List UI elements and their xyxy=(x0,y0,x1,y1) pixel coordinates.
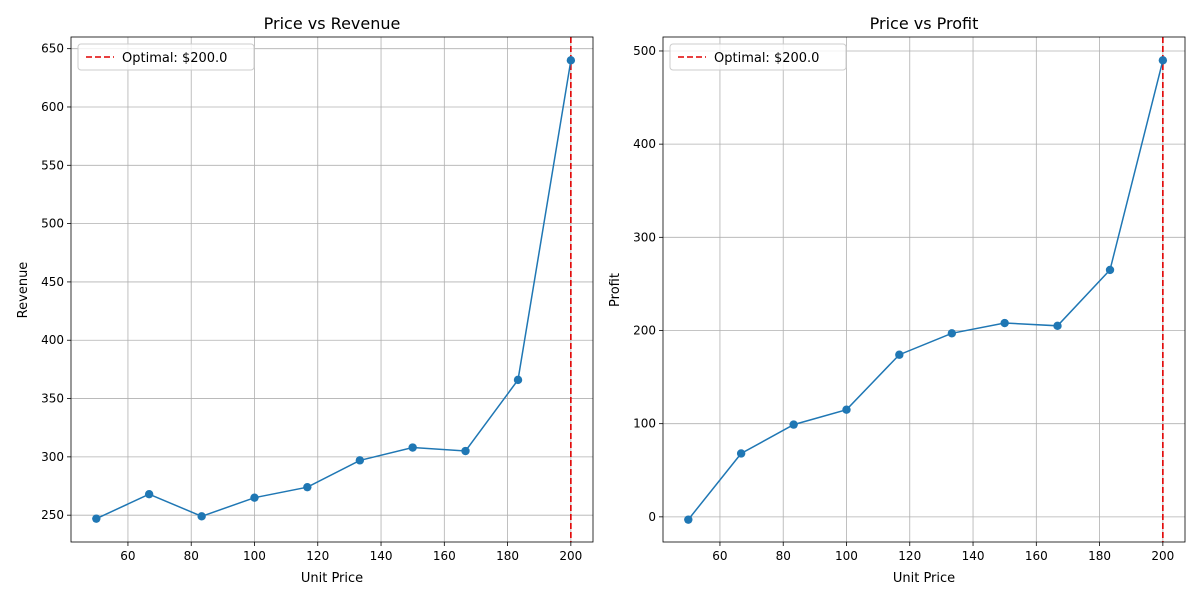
data-point xyxy=(1105,265,1115,275)
y-tick-label: 500 xyxy=(633,44,656,58)
data-point xyxy=(513,375,523,385)
x-tick-label: 140 xyxy=(370,549,393,563)
legend: Optimal: $200.0 xyxy=(669,43,847,71)
plot-area xyxy=(662,36,1186,543)
data-point xyxy=(1000,318,1009,328)
legend-label: Optimal: $200.0 xyxy=(122,51,227,66)
y-axis-ticks: 0 100 200 300 400 500 xyxy=(633,44,663,524)
y-tick-label: 200 xyxy=(633,323,656,337)
data-point xyxy=(789,420,798,429)
legend: Optimal: $200.0 xyxy=(77,43,255,71)
series-layer xyxy=(684,56,1168,524)
x-tick-label: 180 xyxy=(1088,549,1111,563)
x-axis-label: Unit Price xyxy=(893,571,955,586)
data-point xyxy=(1158,56,1168,65)
y-axis-label: Profit xyxy=(608,273,623,307)
y-tick-label: 0 xyxy=(648,510,656,524)
y-axis-label: Revenue xyxy=(16,262,31,319)
series-layer xyxy=(92,56,576,523)
y-tick-label: 450 xyxy=(41,275,64,289)
plot-area xyxy=(70,36,594,543)
y-tick-label: 250 xyxy=(41,508,64,522)
x-tick-label: 180 xyxy=(496,549,519,563)
data-point xyxy=(355,456,365,465)
x-tick-label: 120 xyxy=(898,549,921,563)
x-tick-label: 80 xyxy=(776,549,791,563)
data-point xyxy=(895,350,904,359)
data-point xyxy=(408,443,417,452)
data-point xyxy=(1053,321,1062,331)
legend-box xyxy=(669,43,847,71)
revenue-chart: Price vs Revenue 60 80 100 120 140 160 180 200 … xyxy=(16,14,594,586)
data-point xyxy=(842,405,851,414)
legend-box xyxy=(77,43,255,71)
x-tick-label: 200 xyxy=(1151,549,1174,563)
x-tick-label: 80 xyxy=(184,549,199,563)
data-point xyxy=(144,489,154,499)
grid xyxy=(663,37,1185,542)
chart-title: Price vs Profit xyxy=(870,14,979,33)
x-tick-label: 100 xyxy=(243,549,266,563)
data-point xyxy=(303,482,312,492)
y-tick-label: 600 xyxy=(41,100,64,114)
y-tick-label: 300 xyxy=(633,230,656,244)
x-tick-label: 100 xyxy=(835,549,858,563)
series-line xyxy=(687,60,1164,521)
y-tick-label: 650 xyxy=(41,42,64,56)
x-axis-ticks: 60 80 100 120 140 160 180 200 xyxy=(120,542,582,563)
data-point xyxy=(92,514,101,523)
data-point xyxy=(566,56,576,65)
x-tick-label: 160 xyxy=(433,549,456,563)
y-tick-label: 400 xyxy=(633,137,656,151)
x-tick-label: 60 xyxy=(712,549,727,563)
chart-title: Price vs Revenue xyxy=(264,14,401,33)
profit-chart: Price vs Profit 60 80 100 120 140 160 180 200 0… xyxy=(608,14,1186,586)
y-tick-label: 350 xyxy=(41,392,64,406)
x-axis-label: Unit Price xyxy=(301,571,363,586)
y-axis-ticks: 250 300 350 400 450 500 550 600 650 xyxy=(41,42,71,522)
data-point xyxy=(684,515,693,524)
data-point xyxy=(197,512,206,521)
data-point xyxy=(461,446,470,456)
y-tick-label: 500 xyxy=(41,217,64,231)
data-point xyxy=(736,449,746,458)
x-axis-ticks: 60 80 100 120 140 160 180 200 xyxy=(712,542,1174,563)
x-tick-label: 200 xyxy=(559,549,582,563)
y-tick-label: 400 xyxy=(41,333,64,347)
data-point xyxy=(947,329,957,338)
y-tick-label: 550 xyxy=(41,158,64,172)
y-tick-label: 100 xyxy=(633,417,656,431)
x-tick-label: 140 xyxy=(962,549,985,563)
data-point xyxy=(250,493,259,502)
x-tick-label: 60 xyxy=(120,549,135,563)
y-tick-label: 300 xyxy=(41,450,64,464)
x-tick-label: 120 xyxy=(306,549,329,563)
x-tick-label: 160 xyxy=(1025,549,1048,563)
legend-label: Optimal: $200.0 xyxy=(714,51,819,66)
series-line xyxy=(95,60,572,520)
grid xyxy=(71,37,593,542)
